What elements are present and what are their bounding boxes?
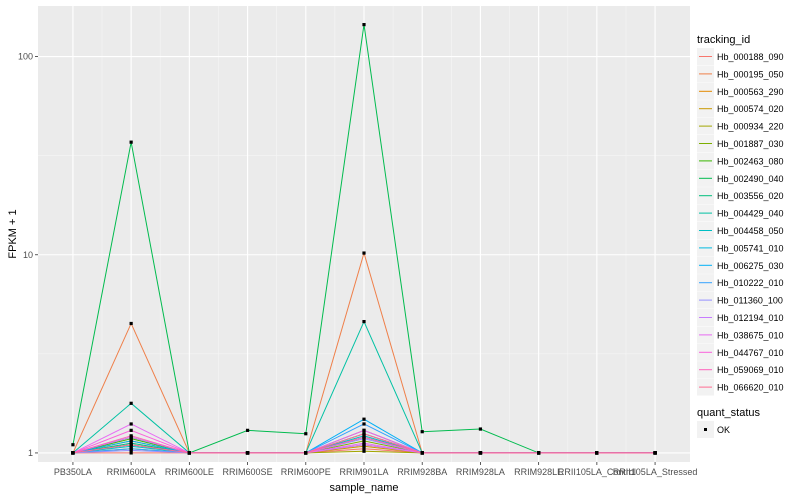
- x-tick-label: RRII105LA_Control: [558, 467, 636, 477]
- data-point: [304, 432, 308, 436]
- data-point: [129, 443, 133, 447]
- data-point: [362, 432, 366, 436]
- data-point: [537, 451, 541, 455]
- y-tick-label: 1: [28, 448, 33, 458]
- legend-label: Hb_044767_010: [717, 348, 784, 358]
- x-tick-label: PB350LA: [54, 467, 92, 477]
- legend-label: Hb_000563_290: [717, 87, 784, 97]
- legend-label: Hb_004429_040: [717, 209, 784, 219]
- data-point: [187, 451, 191, 455]
- data-point: [362, 428, 366, 432]
- legend-label: Hb_000574_020: [717, 104, 784, 114]
- legend-label: Hb_005741_010: [717, 243, 784, 253]
- y-tick-label: 10: [23, 250, 33, 260]
- data-point: [129, 321, 133, 326]
- data-point: [362, 422, 366, 426]
- x-tick-label: RRIM600SE: [223, 467, 273, 477]
- data-point: [362, 441, 366, 445]
- x-tick-label: RRIM600LE: [165, 467, 214, 477]
- y-axis-title: FPKM + 1: [7, 209, 19, 258]
- data-point: [129, 140, 133, 144]
- x-tick-label: RRII105LA_Stressed: [613, 467, 698, 477]
- data-point: [129, 434, 133, 438]
- data-point: [129, 451, 133, 455]
- data-point: [129, 428, 133, 432]
- data-point: [595, 451, 599, 455]
- data-point: [245, 451, 250, 455]
- x-axis: PB350LA RRIM600LA RRIM600LE RRIM600SE RRIM60…: [54, 462, 697, 477]
- legend-label: Hb_011360_100: [717, 296, 783, 306]
- legend-label: Hb_001887_030: [717, 139, 784, 149]
- data-point: [362, 449, 366, 453]
- x-tick-label: RRIM901LA: [339, 467, 388, 477]
- shape-legend-point: [704, 428, 707, 431]
- data-point: [129, 448, 133, 452]
- legend-label: Hb_004458_050: [717, 226, 784, 236]
- data-point: [129, 439, 133, 443]
- shape-legend-title: quant_status: [697, 407, 760, 419]
- legend-label: Hb_003556_020: [717, 191, 784, 201]
- legend-label: Hb_010222_010: [717, 278, 784, 288]
- data-point: [304, 451, 308, 455]
- legend-label: Hb_038675_010: [717, 330, 784, 340]
- x-tick-label: RRIM600LA: [107, 467, 156, 477]
- y-axis: 1 10 100: [18, 52, 38, 458]
- legend: Hb_000188_090 Hb_000195_050 Hb_000563_290 H…: [697, 48, 784, 396]
- x-tick-label: RRIM600PE: [281, 467, 331, 477]
- x-axis-title: sample_name: [329, 482, 398, 494]
- legend-label: Hb_059069_010: [717, 365, 784, 375]
- data-point: [362, 417, 366, 421]
- legend-label: Hb_066620_010: [717, 383, 784, 393]
- data-point: [245, 428, 250, 432]
- legend-label: Hb_006275_030: [717, 261, 784, 271]
- data-point: [71, 443, 75, 447]
- legend-label: Hb_012194_010: [717, 313, 784, 323]
- data-point: [129, 401, 133, 405]
- data-point: [420, 430, 424, 434]
- data-point: [71, 451, 75, 455]
- data-point: [362, 439, 366, 443]
- data-point: [362, 435, 366, 439]
- legend-title: tracking_id: [697, 34, 750, 46]
- data-point: [478, 427, 483, 431]
- legend-label: Hb_002490_040: [717, 174, 784, 184]
- data-point: [362, 447, 366, 451]
- legend-label: Hb_000195_050: [717, 69, 784, 79]
- data-point: [129, 422, 133, 426]
- data-point: [129, 447, 133, 451]
- data-point: [362, 251, 366, 255]
- x-tick-label: RRIM928BA: [397, 467, 447, 477]
- shape-legend: OK: [697, 421, 730, 438]
- x-tick-label: RRIM928LA: [456, 467, 505, 477]
- data-point: [478, 451, 483, 455]
- data-point: [420, 451, 424, 455]
- legend-label: Hb_000188_090: [717, 52, 784, 62]
- data-point: [362, 23, 366, 27]
- x-tick-label: RRIM928LE: [514, 467, 563, 477]
- y-tick-label: 100: [18, 52, 33, 62]
- data-points: [71, 23, 657, 455]
- data-point: [362, 319, 366, 324]
- legend-label: Hb_000934_220: [717, 122, 784, 132]
- legend-label: Hb_002463_080: [717, 156, 784, 166]
- shape-legend-label: OK: [717, 425, 730, 435]
- data-point: [653, 451, 657, 455]
